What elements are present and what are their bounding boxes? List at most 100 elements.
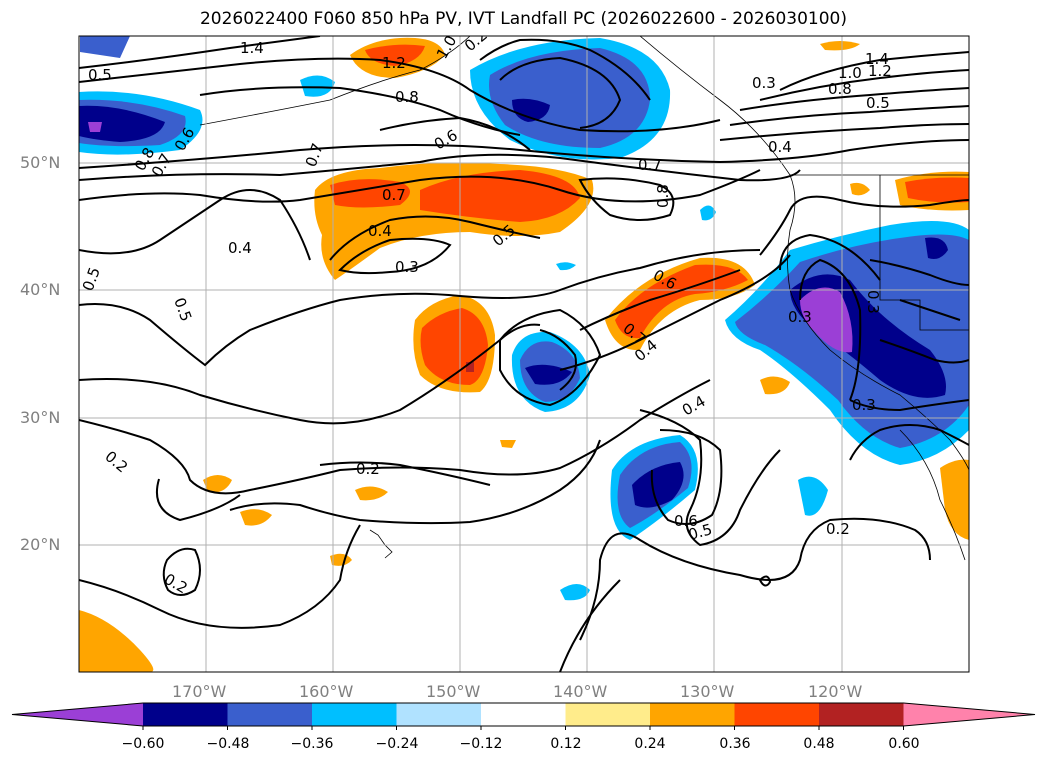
colorbar-segment	[481, 703, 566, 726]
colorbar-segment	[565, 703, 651, 726]
colorbar-tick-label: −0.36	[290, 736, 334, 752]
colorbar-tick-label: −0.24	[375, 736, 419, 752]
fill-region	[798, 476, 828, 516]
contour-line	[559, 579, 621, 672]
fill-region	[79, 105, 165, 142]
map-title: 2026022400 F060 850 hPa PV, IVT Landfall…	[199, 9, 847, 29]
contour-line	[319, 461, 491, 486]
contour-line	[779, 233, 881, 281]
fill-region	[88, 122, 102, 132]
contour-line	[499, 308, 602, 407]
contour-label: 0.3	[395, 258, 419, 276]
contour-label: 1.4	[865, 50, 889, 68]
fill-region	[760, 376, 790, 395]
contour-line	[739, 87, 969, 111]
fill-region	[560, 584, 590, 601]
contour-label: 1.4	[240, 39, 264, 57]
contour-label: 0.4	[768, 138, 792, 156]
colorbar	[11, 702, 1036, 730]
contour-label: 0.3	[752, 74, 776, 92]
contour-label: 1.0	[838, 64, 862, 82]
colorbar-tick-label: 0.12	[550, 736, 582, 752]
contour-label: 0.5	[686, 520, 714, 544]
contour-line	[559, 254, 791, 371]
contour-label: 0.5	[88, 66, 112, 84]
lon-tick-label: 120°W	[808, 682, 863, 701]
colorbar-segment	[650, 703, 735, 726]
fill-region	[330, 179, 410, 208]
fill-region	[79, 610, 154, 672]
contour-label: 0.8	[828, 80, 852, 98]
contour-label: 0.2	[826, 520, 850, 538]
contour-line	[539, 329, 577, 391]
pv-contours	[79, 36, 969, 672]
contour-label: 0.6	[674, 512, 698, 530]
coastline-baja	[899, 429, 966, 561]
fill-region	[80, 36, 130, 58]
contour-label: 0.5	[866, 94, 890, 112]
fill-region	[500, 440, 516, 448]
gridlines	[79, 36, 969, 672]
lat-tick-label: 20°N	[20, 535, 61, 554]
fill-region	[632, 462, 684, 508]
contour-line	[79, 57, 721, 133]
fill-region	[355, 486, 388, 501]
contour-line	[758, 575, 772, 587]
lon-tick-label: 160°W	[299, 682, 354, 701]
colorbar-segment	[143, 703, 228, 726]
contour-line	[79, 36, 321, 69]
contour-line	[650, 429, 723, 525]
contour-line	[779, 51, 969, 91]
contour-line	[79, 249, 761, 367]
lat-tick-label: 30°N	[20, 408, 61, 427]
contour-line	[879, 339, 969, 364]
contour-line	[579, 269, 741, 331]
contour-line	[849, 424, 969, 461]
colorbar-segment	[819, 703, 904, 726]
contour-line	[199, 86, 521, 136]
fill-region	[240, 509, 272, 526]
fill-region	[700, 205, 716, 221]
contour-line	[729, 105, 969, 126]
contour-line	[578, 177, 675, 221]
contour-line	[759, 69, 969, 101]
contour-line	[849, 399, 969, 412]
colorbar-tick-label: −0.48	[206, 736, 250, 752]
map-panel: 1.4 1.2 1.0 0.5 0.7 0.8 0.6 0.7 0.8 0.6 …	[79, 36, 969, 672]
colorbar-tick-label: −0.60	[121, 736, 165, 752]
contour-line	[579, 517, 931, 641]
colorbar-tick-label: 0.48	[803, 736, 835, 752]
colorbar-segment	[396, 703, 482, 726]
contour-label: 0.3	[788, 308, 812, 326]
contour-line	[329, 215, 541, 261]
contour-line	[229, 439, 601, 525]
fill-region	[512, 98, 550, 122]
contour-label: 0.8	[395, 88, 419, 106]
fill-region	[300, 75, 335, 97]
contour-label: 0.8	[654, 184, 672, 208]
contour-line	[79, 379, 711, 495]
fill-region	[940, 459, 969, 540]
negative-anomaly-fills	[79, 36, 969, 601]
contour-line	[719, 123, 969, 141]
map-frame	[78, 35, 970, 673]
contour-line	[869, 259, 969, 286]
lon-tick-label: 170°W	[172, 682, 227, 701]
lon-tick-label: 130°W	[680, 682, 735, 701]
lat-tick-label: 40°N	[20, 280, 61, 299]
contour-label: 0.4	[228, 239, 252, 257]
contour-line	[379, 116, 531, 151]
contour-line	[338, 237, 452, 275]
contour-line	[899, 299, 961, 321]
colorbar-segment	[227, 703, 313, 726]
contour-line	[799, 258, 862, 401]
lat-tick-label: 50°N	[20, 153, 61, 172]
contour-line	[79, 139, 969, 169]
contour-label: 0.3	[852, 396, 876, 414]
contour-label: 1.2	[868, 62, 892, 80]
colorbar-extend-max	[903, 703, 1035, 726]
colorbar-extend-min	[12, 703, 143, 726]
fill-region	[489, 48, 650, 148]
contour-label: 0.7	[382, 186, 406, 204]
